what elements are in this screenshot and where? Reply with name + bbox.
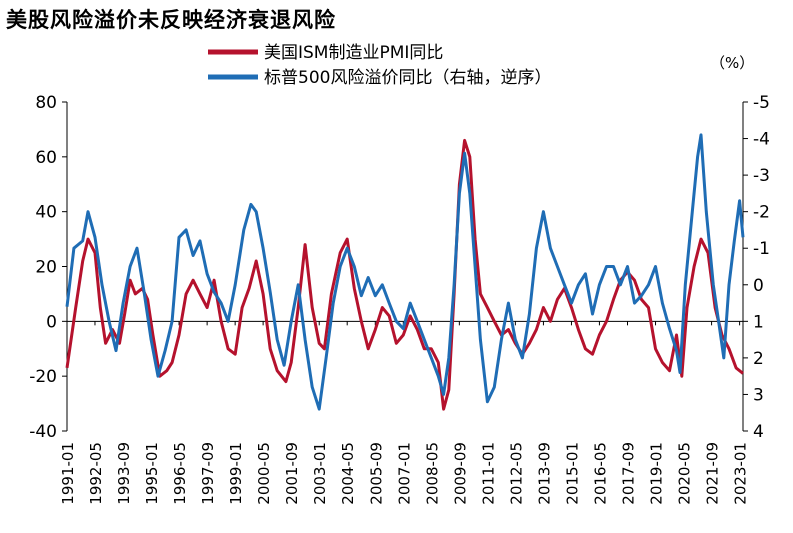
- x-tick-label: 2016-05: [591, 442, 609, 505]
- x-tick-label: 1991-01: [59, 442, 77, 505]
- x-tick-label: 2008-05: [423, 442, 441, 505]
- x-tick-label: 2012-05: [507, 442, 525, 505]
- x-tick-label: 2020-05: [675, 442, 693, 505]
- right-tick-label: 4: [753, 422, 764, 442]
- x-tick-label: 1995-01: [143, 442, 161, 505]
- chart-title: 美股风险溢价未反映经济衰退风险: [6, 8, 336, 32]
- right-tick-label: 0: [753, 276, 764, 296]
- x-tick-label: 2004-05: [339, 442, 357, 505]
- x-tick-label: 2013-09: [535, 442, 553, 505]
- x-tick-label: 1997-09: [199, 442, 217, 505]
- x-tick-label: 2023-01: [732, 442, 750, 505]
- right-axis-unit: （%）: [710, 54, 755, 72]
- right-tick-label: 3: [753, 385, 764, 405]
- right-tick-label: -4: [753, 130, 770, 150]
- right-tick-label: -5: [753, 93, 770, 113]
- left-tick-label: -20: [29, 367, 57, 387]
- left-tick-label: 80: [35, 93, 57, 113]
- left-tick-label: 0: [46, 312, 57, 332]
- x-tick-label: 1996-05: [171, 442, 189, 505]
- x-tick-label: 2011-01: [479, 442, 497, 505]
- x-tick-label: 2021-09: [704, 442, 722, 505]
- x-tick-label: 2000-05: [255, 442, 273, 505]
- x-tick-label: 1993-09: [115, 442, 133, 505]
- x-tick-label: 2019-01: [648, 442, 666, 505]
- x-tick-label: 2003-01: [311, 442, 329, 505]
- right-tick-label: -1: [753, 239, 770, 259]
- x-tick-label: 2001-09: [283, 442, 301, 505]
- series-line-risk-premium: [65, 133, 745, 411]
- series-layer: [65, 133, 745, 411]
- right-tick-label: 2: [753, 349, 764, 369]
- left-tick-label: 20: [35, 258, 57, 278]
- legend-label: 标普500风险溢价同比（右轴，逆序）: [264, 68, 551, 88]
- x-tick-label: 2017-09: [620, 442, 638, 505]
- x-tick-label: 2009-09: [451, 442, 469, 505]
- chart-axes: 80 60 40 20 0 -20 -40 -5 -4 -3 -2 -1 0 1 2 3 4 1991-01 199…: [29, 93, 770, 505]
- x-tick-label: 2015-01: [563, 442, 581, 505]
- left-tick-label: 40: [35, 203, 57, 223]
- x-tick-label: 1999-01: [227, 442, 245, 505]
- x-tick-label: 2007-01: [395, 442, 413, 505]
- x-tick-label: 2005-09: [367, 442, 385, 505]
- legend-label: 美国ISM制造业PMI同比: [264, 43, 443, 63]
- right-tick-label: -3: [753, 166, 770, 186]
- left-tick-label: 60: [35, 148, 57, 168]
- right-tick-label: 1: [753, 312, 764, 332]
- x-tick-label: 1992-05: [87, 442, 105, 505]
- series-line-pmi: [65, 138, 744, 411]
- right-tick-label: -2: [753, 203, 770, 223]
- left-tick-label: -40: [29, 422, 57, 442]
